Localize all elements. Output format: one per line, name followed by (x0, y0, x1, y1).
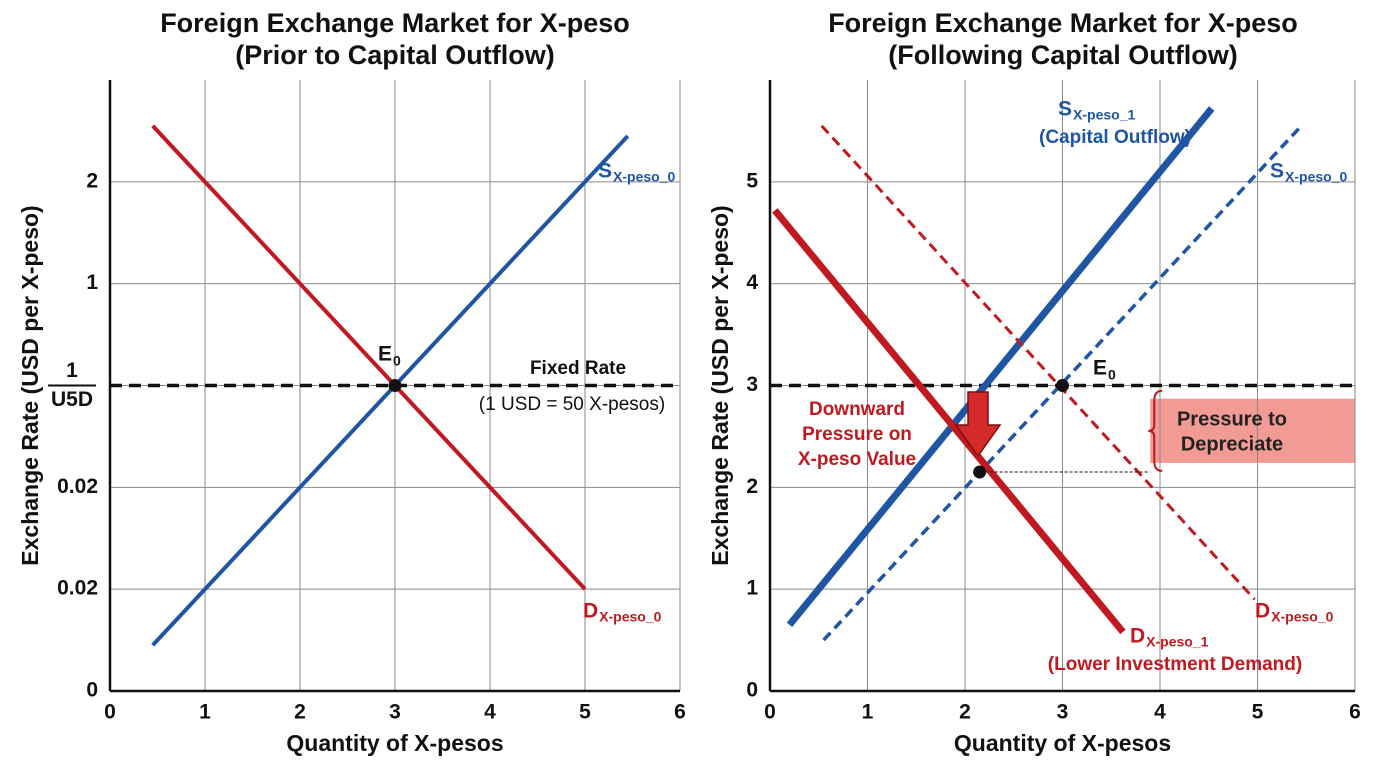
series-label-subscript: X-peso_1 (1073, 107, 1135, 123)
point-label-subscript: 0 (393, 353, 401, 369)
fixed-rate-label: Fixed Rate (530, 358, 626, 379)
series-label-subscript: X-peso_0 (613, 169, 675, 185)
x-tick-label: 0 (104, 701, 116, 724)
y-axis-label: Exchange Rate (USD per X-peso) (707, 205, 733, 565)
panel: Foreign Exchange Market for X-peso(Prior… (17, 8, 686, 756)
series-line (820, 124, 1256, 601)
band-label: Pressure to (1177, 408, 1287, 430)
series-note: (Capital Outflow) (1039, 127, 1191, 148)
equilibrium-point (973, 465, 987, 479)
y-tick-label: 4 (746, 271, 758, 294)
x-tick-label: 1 (862, 701, 874, 724)
pressure-band (1150, 398, 1355, 463)
point-label: E (1093, 357, 1107, 380)
annotation: Downward (809, 399, 905, 420)
annotation: Pressure on (802, 424, 912, 445)
chart-title: Foreign Exchange Market for X-peso (828, 8, 1298, 38)
y-tick-label: 0 (746, 679, 758, 702)
band-label: Depreciate (1181, 433, 1283, 455)
y-tick-label: 0.02 (57, 577, 98, 600)
x-tick-label: 5 (1252, 701, 1264, 724)
chart-title: (Following Capital Outflow) (888, 40, 1237, 70)
fixed-rate-sublabel: (1 USD = 50 X-pesos) (479, 394, 665, 415)
x-tick-label: 4 (1154, 701, 1166, 724)
x-tick-label: 2 (959, 701, 971, 724)
series-label-subscript: X-peso_0 (1285, 169, 1347, 185)
y-tick-label: 1 (746, 577, 758, 600)
equilibrium-point (388, 379, 402, 392)
brace (1148, 389, 1163, 472)
y-tick-label: 3 (746, 373, 758, 396)
series-line (151, 134, 630, 647)
equilibrium-point (1056, 379, 1069, 392)
series-note: (Lower Investment Demand) (1048, 654, 1302, 675)
y-tick-label: U5D (51, 388, 93, 411)
chart-title: (Prior to Capital Outflow) (235, 40, 554, 70)
series-line (786, 106, 1215, 628)
series-label: S (1270, 160, 1284, 183)
x-tick-label: 1 (199, 701, 211, 724)
x-tick-label: 6 (674, 701, 686, 724)
x-tick-label: 2 (294, 701, 306, 724)
point-label-subscript: 0 (1108, 367, 1116, 383)
chart-title: Foreign Exchange Market for X-peso (160, 8, 630, 38)
series-label: S (1058, 98, 1072, 121)
series-line (772, 208, 1126, 635)
annotation: X-peso Value (798, 449, 916, 470)
x-tick-label: 3 (389, 701, 401, 724)
down-arrow (954, 391, 1002, 458)
x-tick-label: 0 (764, 701, 776, 724)
x-tick-label: 4 (484, 701, 496, 724)
x-tick-label: 3 (1057, 701, 1069, 724)
series-label-subscript: X-peso_0 (1271, 609, 1333, 625)
y-tick-label: 0 (86, 679, 98, 702)
x-tick-label: 6 (1349, 701, 1361, 724)
series-label: S (598, 160, 612, 183)
x-tick-label: 5 (579, 701, 591, 724)
y-tick-label: 2 (746, 475, 758, 498)
series-label: D (1255, 600, 1270, 623)
panel: Foreign Exchange Market for X-peso(Follo… (707, 8, 1361, 756)
y-tick-label: 5 (746, 169, 758, 192)
series-label-subscript: X-peso_1 (1146, 634, 1208, 650)
y-axis-label: Exchange Rate (USD per X-peso) (17, 205, 43, 565)
y-tick-label: 0.02 (57, 475, 98, 498)
series-label-subscript: X-peso_0 (599, 609, 661, 625)
series-label: D (1130, 625, 1145, 648)
y-tick-label: 1 (86, 271, 98, 294)
x-axis-label: Quantity of X-pesos (954, 730, 1171, 756)
series-line (822, 124, 1303, 642)
y-tick-label: 2 (86, 169, 98, 192)
y-tick-label: 1 (66, 359, 78, 382)
series-label: D (583, 600, 598, 623)
series-line (151, 124, 587, 591)
point-label: E (378, 343, 392, 366)
x-axis-label: Quantity of X-pesos (286, 730, 503, 756)
